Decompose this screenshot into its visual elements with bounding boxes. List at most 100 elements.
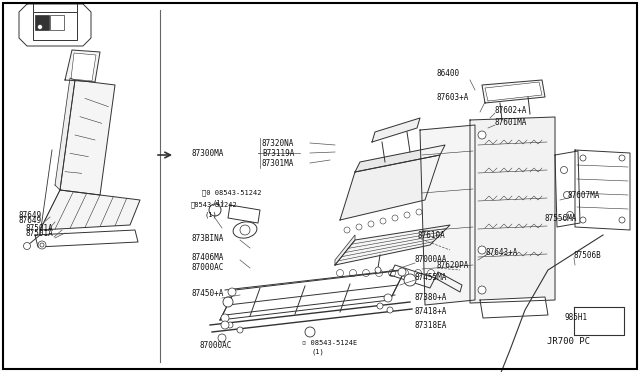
Ellipse shape — [377, 303, 383, 309]
Text: 87649: 87649 — [18, 211, 41, 219]
Text: 87556MA: 87556MA — [545, 214, 577, 222]
Text: 87620PA: 87620PA — [437, 260, 469, 269]
Ellipse shape — [228, 288, 236, 296]
Ellipse shape — [237, 327, 243, 333]
Polygon shape — [65, 50, 100, 82]
Polygon shape — [60, 80, 115, 195]
Bar — [35, 15, 49, 31]
Polygon shape — [435, 272, 462, 292]
Bar — [33, 12, 77, 40]
Ellipse shape — [209, 204, 221, 216]
Ellipse shape — [38, 25, 42, 29]
Polygon shape — [470, 117, 555, 303]
Ellipse shape — [380, 218, 386, 224]
Ellipse shape — [387, 307, 393, 313]
Text: 86400: 86400 — [437, 68, 460, 77]
Ellipse shape — [376, 269, 383, 276]
Ellipse shape — [368, 221, 374, 227]
Polygon shape — [420, 125, 475, 305]
Polygon shape — [482, 80, 545, 103]
Ellipse shape — [401, 269, 408, 276]
Text: 87000AC: 87000AC — [191, 263, 223, 273]
Text: ☉ 08543-5124E: ☉ 08543-5124E — [302, 340, 357, 346]
Ellipse shape — [337, 269, 344, 276]
Polygon shape — [220, 270, 405, 320]
Ellipse shape — [223, 297, 233, 307]
Ellipse shape — [305, 327, 315, 337]
Ellipse shape — [221, 314, 229, 322]
Ellipse shape — [375, 267, 381, 273]
Ellipse shape — [398, 268, 406, 276]
Ellipse shape — [392, 215, 398, 221]
Ellipse shape — [619, 217, 625, 223]
Text: ④8543-51242: ④8543-51242 — [191, 202, 237, 208]
Text: 87450+A: 87450+A — [191, 289, 223, 298]
Ellipse shape — [580, 155, 586, 161]
Text: 87501A: 87501A — [25, 228, 52, 237]
Ellipse shape — [478, 246, 486, 254]
Polygon shape — [372, 118, 420, 142]
Text: 87455MA: 87455MA — [415, 273, 447, 282]
Polygon shape — [555, 151, 580, 227]
Polygon shape — [335, 225, 450, 265]
Ellipse shape — [227, 322, 233, 328]
Text: (1): (1) — [312, 349, 324, 355]
Text: 87418+A: 87418+A — [415, 308, 447, 317]
Text: 87318EA: 87318EA — [415, 321, 447, 330]
Ellipse shape — [233, 222, 257, 238]
Text: 87649: 87649 — [18, 215, 41, 224]
Ellipse shape — [478, 286, 486, 294]
Text: 87601MA: 87601MA — [495, 118, 527, 126]
Text: 87300MA: 87300MA — [191, 148, 223, 157]
Text: 87000AA: 87000AA — [415, 256, 447, 264]
Polygon shape — [55, 78, 75, 190]
Ellipse shape — [415, 269, 422, 276]
Text: 87643+A: 87643+A — [486, 247, 518, 257]
Ellipse shape — [24, 243, 31, 250]
Ellipse shape — [563, 192, 570, 199]
Text: 87000AC: 87000AC — [200, 340, 232, 350]
Polygon shape — [480, 297, 548, 318]
Ellipse shape — [362, 269, 369, 276]
Bar — [51, 15, 63, 31]
Text: 87607MA: 87607MA — [568, 190, 600, 199]
Polygon shape — [340, 155, 440, 220]
Polygon shape — [71, 53, 96, 81]
Ellipse shape — [388, 269, 396, 276]
Text: 87603+A: 87603+A — [437, 93, 469, 102]
Polygon shape — [575, 150, 630, 230]
Text: ④0 08543-51242: ④0 08543-51242 — [202, 190, 262, 196]
Text: 87602+A: 87602+A — [495, 106, 527, 115]
Ellipse shape — [561, 167, 568, 173]
Ellipse shape — [566, 212, 573, 218]
Ellipse shape — [428, 269, 435, 276]
Text: 87301MA: 87301MA — [262, 158, 294, 167]
Text: 87610A: 87610A — [418, 231, 445, 240]
Text: 87501A: 87501A — [25, 224, 52, 232]
Polygon shape — [228, 205, 260, 223]
Ellipse shape — [344, 227, 350, 233]
Ellipse shape — [478, 131, 486, 139]
Text: (1): (1) — [212, 200, 225, 206]
Ellipse shape — [221, 321, 229, 329]
Polygon shape — [335, 235, 355, 265]
Polygon shape — [40, 190, 140, 230]
Text: 985H1: 985H1 — [565, 314, 588, 323]
Ellipse shape — [40, 243, 44, 247]
Text: 87380+A: 87380+A — [415, 294, 447, 302]
Text: 873BINA: 873BINA — [191, 234, 223, 243]
Text: B73119A: B73119A — [262, 148, 294, 157]
Polygon shape — [355, 145, 445, 172]
Ellipse shape — [38, 241, 46, 249]
Text: 87320NA: 87320NA — [262, 138, 294, 148]
Ellipse shape — [349, 269, 356, 276]
Ellipse shape — [404, 274, 416, 286]
Ellipse shape — [356, 224, 362, 230]
Ellipse shape — [404, 212, 410, 218]
Ellipse shape — [218, 334, 226, 342]
Polygon shape — [19, 4, 91, 46]
Polygon shape — [390, 265, 435, 288]
Ellipse shape — [416, 209, 422, 215]
Text: JR700 PC: JR700 PC — [547, 337, 590, 346]
Text: 87406MA: 87406MA — [191, 253, 223, 263]
